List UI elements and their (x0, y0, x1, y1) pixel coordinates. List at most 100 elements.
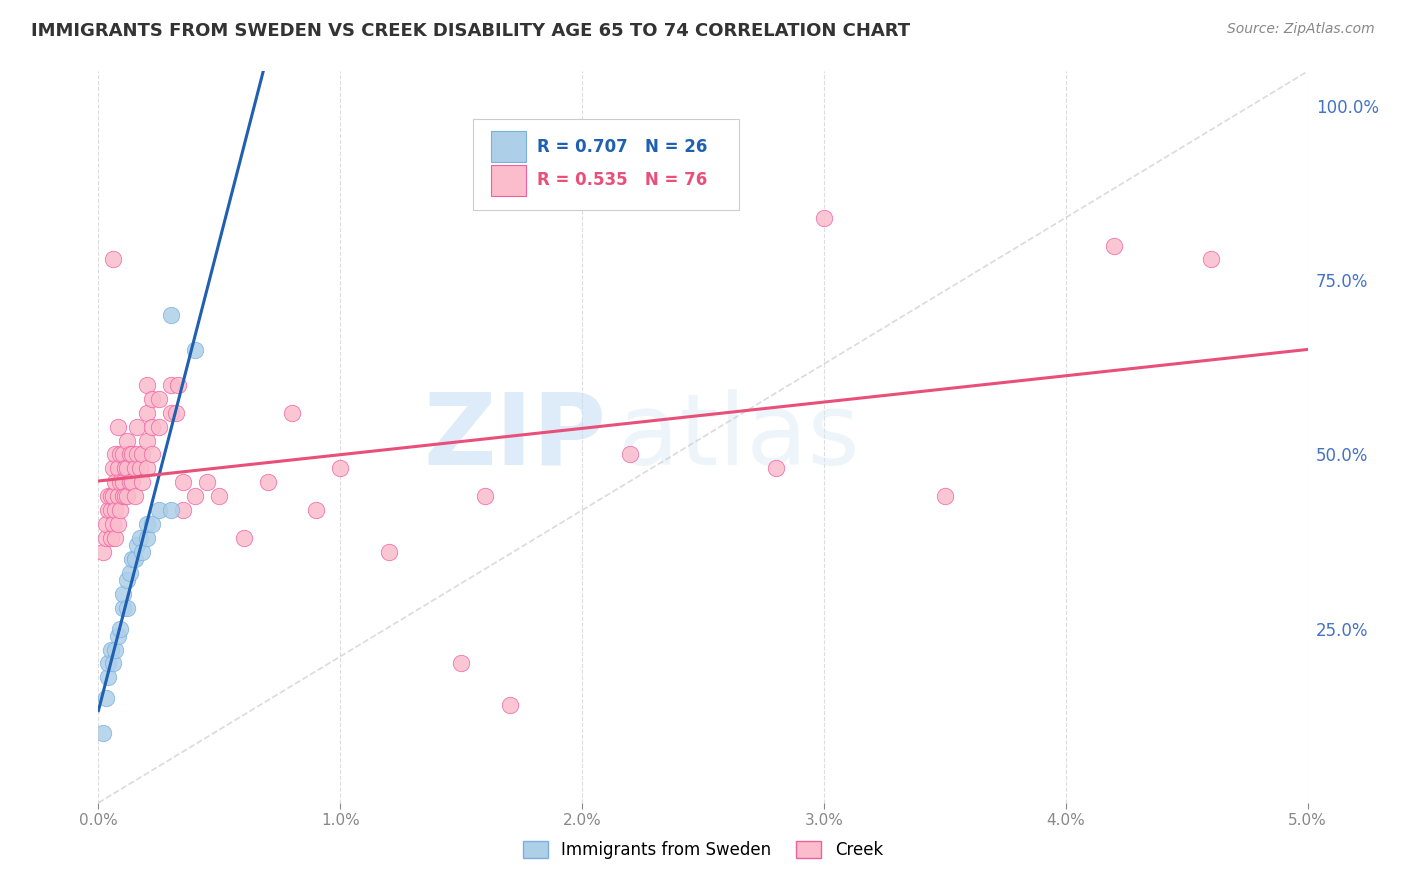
Point (498, 698, 520, 713)
Point (118, 566, 141, 580)
Point (127, 538, 149, 552)
Point (108, 448, 131, 462)
Point (104, 475, 127, 490)
Point (101, 252, 124, 267)
Point (124, 552, 146, 566)
Point (107, 461, 129, 475)
Point (108, 622, 131, 636)
Point (184, 343, 207, 357)
Point (91, 726, 114, 740)
Point (474, 489, 496, 503)
Point (100, 489, 122, 503)
Text: atlas: atlas (619, 389, 860, 485)
Text: R = 0.707   N = 26: R = 0.707 N = 26 (537, 137, 707, 156)
Point (377, 545, 399, 559)
Point (94, 517, 117, 532)
Point (117, 489, 139, 503)
Point (148, 392, 170, 406)
Point (141, 517, 163, 532)
Point (141, 448, 163, 462)
Point (97, 670, 120, 684)
Point (281, 406, 304, 420)
FancyBboxPatch shape (474, 119, 740, 211)
Point (100, 531, 122, 545)
Point (101, 489, 124, 503)
Point (135, 461, 157, 475)
Point (97, 489, 120, 503)
Point (124, 489, 146, 503)
Point (101, 517, 124, 532)
Point (111, 475, 134, 490)
Point (765, 461, 787, 475)
Point (97, 657, 120, 671)
Text: IMMIGRANTS FROM SWEDEN VS CREEK DISABILITY AGE 65 TO 74 CORRELATION CHART: IMMIGRANTS FROM SWEDEN VS CREEK DISABILI… (31, 22, 910, 40)
Point (111, 489, 134, 503)
Point (148, 419, 170, 434)
Point (131, 475, 153, 490)
Point (167, 377, 190, 392)
Point (305, 503, 328, 517)
FancyBboxPatch shape (492, 165, 526, 195)
Point (117, 434, 139, 448)
Point (111, 587, 134, 601)
Point (121, 448, 143, 462)
Point (165, 406, 187, 420)
Point (104, 503, 127, 517)
Point (108, 503, 131, 517)
Point (128, 461, 150, 475)
Point (121, 475, 143, 490)
Point (117, 573, 139, 587)
Point (101, 657, 124, 671)
Point (104, 448, 127, 462)
Point (1102, 238, 1125, 252)
Point (101, 461, 124, 475)
Point (172, 503, 194, 517)
Text: R = 0.535   N = 76: R = 0.535 N = 76 (537, 171, 707, 189)
Point (160, 308, 183, 322)
Point (107, 489, 129, 503)
Point (107, 419, 129, 434)
Point (104, 642, 127, 657)
Point (111, 600, 134, 615)
Point (114, 461, 136, 475)
Point (141, 392, 163, 406)
Point (128, 531, 150, 545)
Point (184, 489, 207, 503)
Point (124, 461, 146, 475)
Point (208, 489, 231, 503)
Point (131, 545, 153, 559)
Point (131, 448, 153, 462)
Point (329, 461, 352, 475)
Point (135, 531, 157, 545)
Point (135, 377, 157, 392)
Point (117, 600, 139, 615)
Point (104, 531, 127, 545)
Point (148, 503, 170, 517)
FancyBboxPatch shape (492, 131, 526, 162)
Point (160, 377, 183, 392)
Point (100, 503, 122, 517)
Point (111, 448, 134, 462)
Point (135, 406, 157, 420)
Point (232, 531, 254, 545)
Text: Source: ZipAtlas.com: Source: ZipAtlas.com (1227, 22, 1375, 37)
Point (117, 461, 139, 475)
Point (107, 629, 129, 643)
Point (450, 657, 472, 671)
Point (195, 475, 218, 490)
Point (118, 448, 141, 462)
Point (94, 691, 117, 706)
Point (100, 642, 122, 657)
Point (108, 475, 131, 490)
Point (256, 475, 278, 490)
Point (107, 517, 129, 532)
Point (94, 531, 117, 545)
Point (160, 503, 183, 517)
Point (160, 406, 183, 420)
Point (121, 552, 143, 566)
Point (619, 448, 641, 462)
Point (127, 448, 149, 462)
Point (97, 503, 120, 517)
Point (1199, 252, 1222, 267)
Point (172, 475, 194, 490)
